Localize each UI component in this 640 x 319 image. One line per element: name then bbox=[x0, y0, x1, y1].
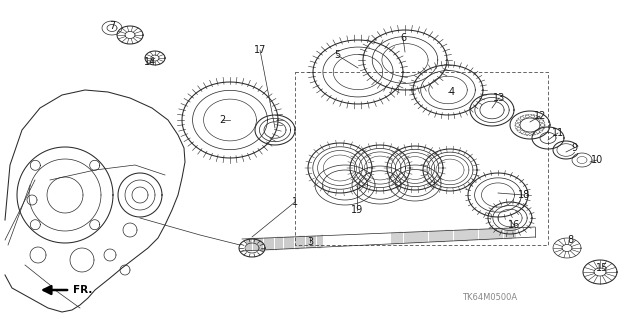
Text: 8: 8 bbox=[567, 235, 573, 245]
Text: 18: 18 bbox=[518, 190, 530, 200]
Text: 15: 15 bbox=[596, 263, 608, 273]
Text: TK64M0500A: TK64M0500A bbox=[463, 293, 518, 302]
Text: 9: 9 bbox=[571, 143, 577, 153]
Text: 14: 14 bbox=[144, 57, 156, 67]
Text: 17: 17 bbox=[254, 45, 266, 55]
Text: 16: 16 bbox=[508, 220, 520, 230]
Text: 10: 10 bbox=[591, 155, 603, 165]
Text: 11: 11 bbox=[552, 128, 564, 138]
Text: 12: 12 bbox=[534, 111, 546, 121]
Text: 13: 13 bbox=[493, 93, 505, 103]
Text: 4: 4 bbox=[449, 87, 455, 97]
Text: 7: 7 bbox=[109, 21, 115, 31]
Text: FR.: FR. bbox=[73, 285, 92, 295]
Text: 5: 5 bbox=[334, 50, 340, 60]
Text: 19: 19 bbox=[351, 205, 363, 215]
Text: 3: 3 bbox=[307, 237, 313, 247]
Text: 1: 1 bbox=[292, 197, 298, 207]
Text: 6: 6 bbox=[400, 33, 406, 43]
Text: 2: 2 bbox=[219, 115, 225, 125]
